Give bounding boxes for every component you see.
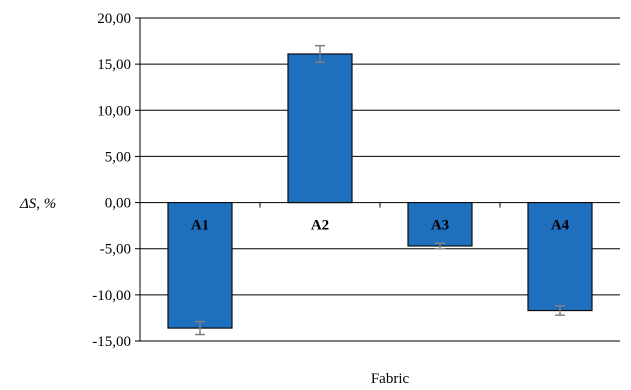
y-tick-labels: 20,00 15,00 10,00 5,00 0,00 -5,00 -10,00 -15,00	[92, 11, 131, 350]
bar-a2	[287, 53, 353, 204]
error-bar-a2	[315, 44, 325, 64]
y-tick-label: 20,00	[97, 11, 131, 27]
error-bar-a3	[435, 242, 445, 250]
y-tick-label: 5,00	[105, 149, 131, 165]
category-label: A4	[551, 218, 570, 234]
bar-a1	[167, 201, 233, 329]
bar-a4	[527, 201, 593, 312]
x-axis-label: Fabric	[371, 371, 410, 387]
y-tick-label: -5,00	[100, 242, 131, 258]
error-bars	[195, 44, 565, 336]
y-tick-label: -15,00	[92, 334, 131, 350]
category-label: A3	[431, 218, 449, 234]
y-tick-label: -10,00	[92, 288, 131, 304]
category-label: A2	[311, 218, 329, 234]
error-bar-a1	[195, 320, 205, 336]
y-tick-label: 10,00	[97, 103, 131, 119]
y-tick-label: 0,00	[105, 196, 131, 212]
category-label: A1	[191, 218, 209, 234]
category-labels: A1 A2 A3 A4	[191, 218, 570, 234]
y-tick-label: 15,00	[97, 57, 131, 73]
error-bar-a4	[555, 305, 565, 316]
y-axis-label: ΔS, %	[19, 196, 56, 212]
bars	[167, 53, 593, 329]
axes	[135, 17, 501, 342]
